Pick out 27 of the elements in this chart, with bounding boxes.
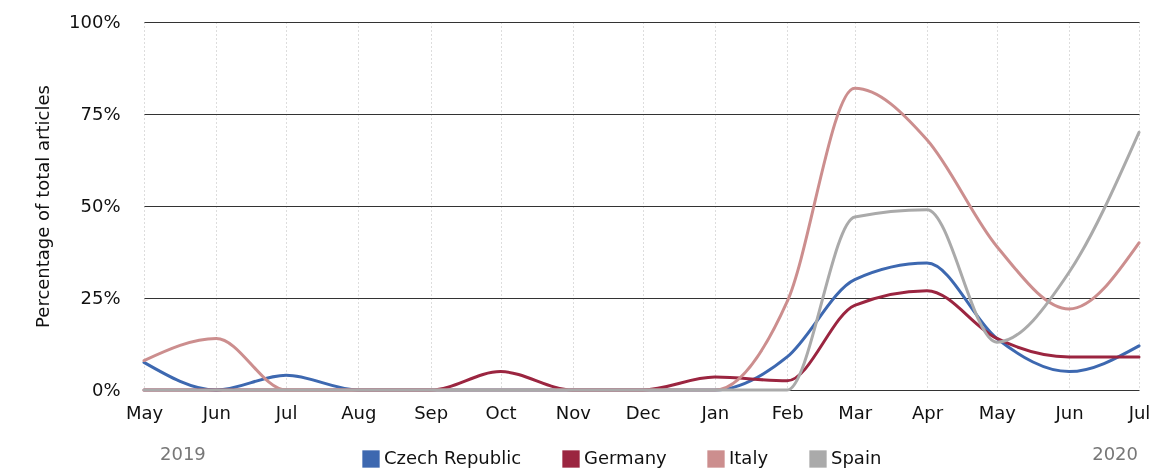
legend-label: Spain [831,447,882,468]
x-tick-label: Sep [414,401,449,423]
y-tick-label: 100% [69,10,121,32]
legend-label: Germany [584,447,668,468]
text: 2020 [1092,443,1138,464]
x-tick-label: Nov [555,401,592,423]
legend-label: Czech Republic [384,447,522,468]
x-tick-label: Feb [771,401,804,423]
x-tick-label: Jul [274,401,298,423]
y-tick-label: 50% [80,194,121,216]
x-tick-label: Apr [911,401,944,423]
y-axis-title: Percentage of total articles [32,85,54,328]
x-tick-label: Dec [625,401,661,423]
x-tick-label: Aug [341,401,377,423]
y-tick-label: 75% [80,102,121,124]
text: 2019 [160,443,206,464]
y-tick-label: 25% [80,286,121,308]
y-tick-label: 0% [91,378,121,400]
x-tick-label: May [125,401,164,423]
x-tick-label: Jun [201,401,231,423]
x-tick-label: Mar [838,401,873,423]
legend-label: Italy [729,447,769,468]
x-tick-label: May [978,401,1017,423]
x-tick-label: Jan [700,401,730,423]
x-tick-label: Jul [1127,401,1151,423]
x-tick-label: Jun [1054,401,1084,423]
x-tick-label: Oct [485,401,517,423]
